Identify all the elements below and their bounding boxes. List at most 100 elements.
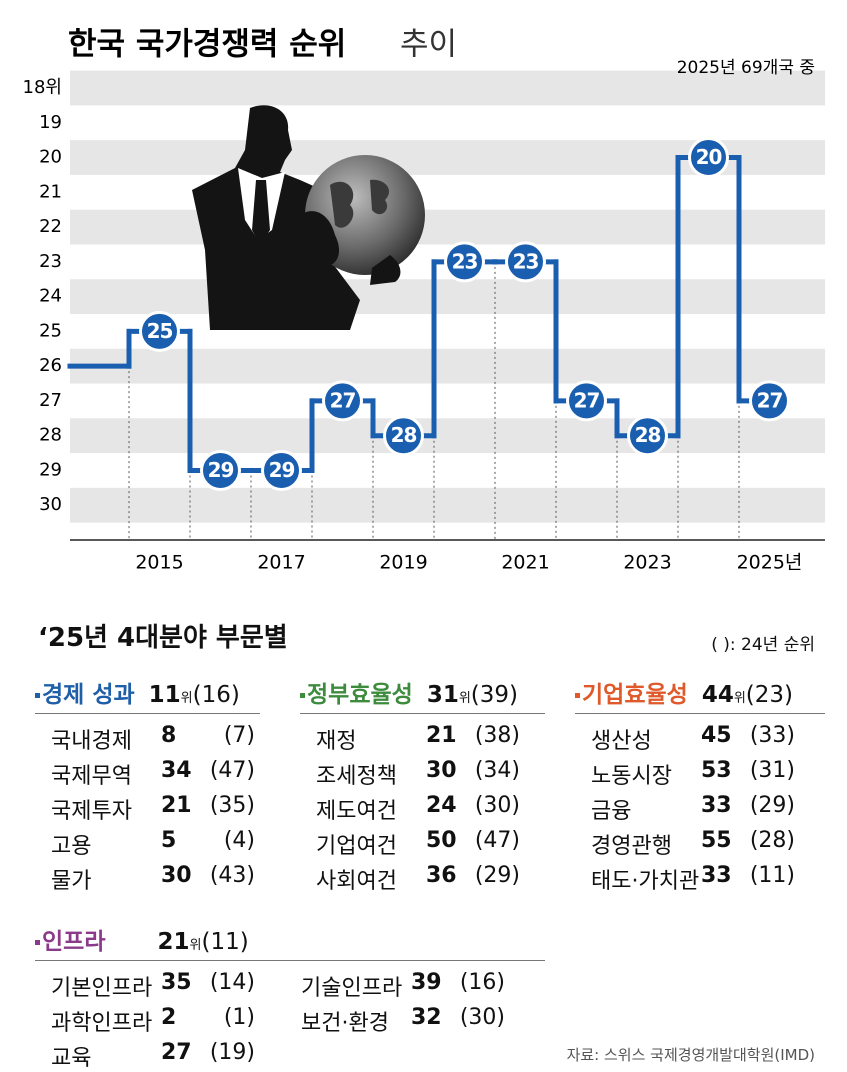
value-label: 28 — [391, 423, 417, 447]
point-marker — [261, 449, 302, 491]
item-rank: 30 — [161, 863, 192, 888]
grid-stripe — [70, 418, 825, 454]
x-tick-label: 2021 — [501, 552, 549, 574]
sector-label: 경제 성과 — [42, 682, 135, 708]
value-label: 29 — [208, 458, 234, 482]
grid-stripe — [70, 70, 825, 106]
item-name: 물가 — [51, 869, 92, 894]
value-label: 23 — [452, 249, 478, 273]
item-rank: 24 — [426, 793, 457, 818]
y-tick-label: 23 — [39, 251, 62, 272]
item-rank: 5 — [161, 828, 177, 853]
bullet — [35, 940, 40, 945]
point-marker — [383, 415, 424, 457]
y-tick-label: 26 — [39, 355, 62, 376]
item-name: 기업여건 — [316, 834, 397, 859]
sector-name: 경제 성과 — [35, 682, 135, 708]
sector-prev: (39) — [470, 682, 519, 708]
section-note: ( ): 24년 순위 — [711, 635, 815, 655]
item-rank: 33 — [701, 793, 732, 818]
point-marker — [566, 380, 607, 422]
value-label: 20 — [696, 145, 722, 169]
point-marker — [505, 241, 546, 283]
item-prev: (16) — [459, 970, 505, 995]
item-rank: 45 — [701, 723, 732, 748]
rank-unit: 위 — [733, 691, 746, 706]
value-label: 27 — [574, 388, 600, 412]
item-prev: (43) — [209, 863, 255, 888]
sector-prev: (23) — [745, 682, 794, 708]
item-name: 태도·가치관 — [591, 869, 700, 894]
item-prev: (30) — [474, 793, 520, 818]
sector-prev: (11) — [201, 929, 249, 955]
item-rank: 8 — [161, 723, 177, 748]
item-name: 국제투자 — [51, 799, 132, 824]
subtitle: 2025년 69개국 중 — [677, 58, 815, 78]
item-rank: 53 — [701, 758, 732, 783]
sector-header: 인프라 21위(11) — [35, 922, 545, 956]
item-prev: (33) — [749, 723, 795, 748]
item-rank: 39 — [411, 970, 442, 995]
item-rank: 33 — [701, 863, 732, 888]
x-tick-label: 2015 — [135, 552, 183, 574]
title-note: 추이 — [400, 27, 457, 63]
item-rank: 50 — [426, 828, 457, 853]
item-rank: 32 — [411, 1005, 442, 1030]
item-rank: 34 — [161, 758, 192, 783]
item-name: 기술인프라 — [301, 976, 403, 1001]
bullet — [575, 693, 580, 698]
item-prev: (4) — [223, 828, 255, 853]
item-name: 국제무역 — [51, 764, 132, 789]
item-name: 사회여건 — [316, 869, 397, 894]
item-prev: (29) — [474, 863, 520, 888]
value-label: 27 — [757, 388, 783, 412]
y-tick-label: 29 — [39, 459, 62, 480]
item-prev: (35) — [209, 793, 255, 818]
sector-rank: 44 — [701, 682, 734, 708]
sector-name: 인프라 — [35, 929, 105, 955]
point-marker — [627, 415, 668, 457]
point-marker — [139, 310, 180, 352]
y-tick-label: 20 — [39, 147, 62, 168]
sector-header: 정부효율성 31위(39) — [300, 675, 545, 709]
grid-stripe — [70, 487, 825, 523]
item-rank: 27 — [161, 1040, 192, 1065]
item-name: 금융 — [591, 799, 632, 824]
item-prev: (34) — [474, 758, 520, 783]
value-label: 23 — [513, 249, 539, 273]
point-marker — [749, 380, 790, 422]
item-prev: (14) — [209, 970, 255, 995]
item-rank: 35 — [161, 970, 192, 995]
item-prev: (1) — [223, 1005, 255, 1030]
sector-header: 기업효율성 44위(23) — [575, 675, 825, 709]
y-tick-label: 25 — [39, 320, 62, 341]
value-label: 28 — [635, 423, 661, 447]
sector-rule — [300, 713, 545, 714]
y-tick-label: 18위 — [23, 77, 62, 98]
sector-rank: 31 — [426, 682, 459, 708]
sector-label: 기업효율성 — [582, 682, 688, 708]
item-prev: (29) — [749, 793, 795, 818]
item-prev: (47) — [209, 758, 255, 783]
chart: 한국 국가경쟁력 순위 추이 2025년 69개국 중 18위192021222… — [23, 27, 825, 574]
item-name: 제도여건 — [316, 799, 397, 824]
point-marker — [322, 380, 363, 422]
businessman-illustration — [192, 105, 425, 330]
sector-name: 정부효율성 — [300, 682, 413, 708]
item-prev: (38) — [474, 723, 520, 748]
y-tick-label: 24 — [39, 286, 62, 307]
x-tick-label: 2019 — [379, 552, 427, 574]
source: 자료: 스위스 국제경영개발대학원(IMD) — [566, 1046, 815, 1064]
value-label: 29 — [269, 458, 295, 482]
item-prev: (31) — [749, 758, 795, 783]
item-prev: (7) — [223, 723, 255, 748]
item-name: 기본인프라 — [51, 976, 153, 1001]
grid-stripe — [70, 348, 825, 384]
rank-unit: 위 — [189, 938, 202, 953]
item-rank: 21 — [426, 723, 457, 748]
item-name: 교육 — [51, 1046, 92, 1071]
sector-rank: 11 — [148, 682, 181, 708]
x-tick-label: 2017 — [257, 552, 305, 574]
section-title: ‘25년 4대분야 부문별 — [38, 623, 288, 653]
item-rank: 21 — [161, 793, 192, 818]
